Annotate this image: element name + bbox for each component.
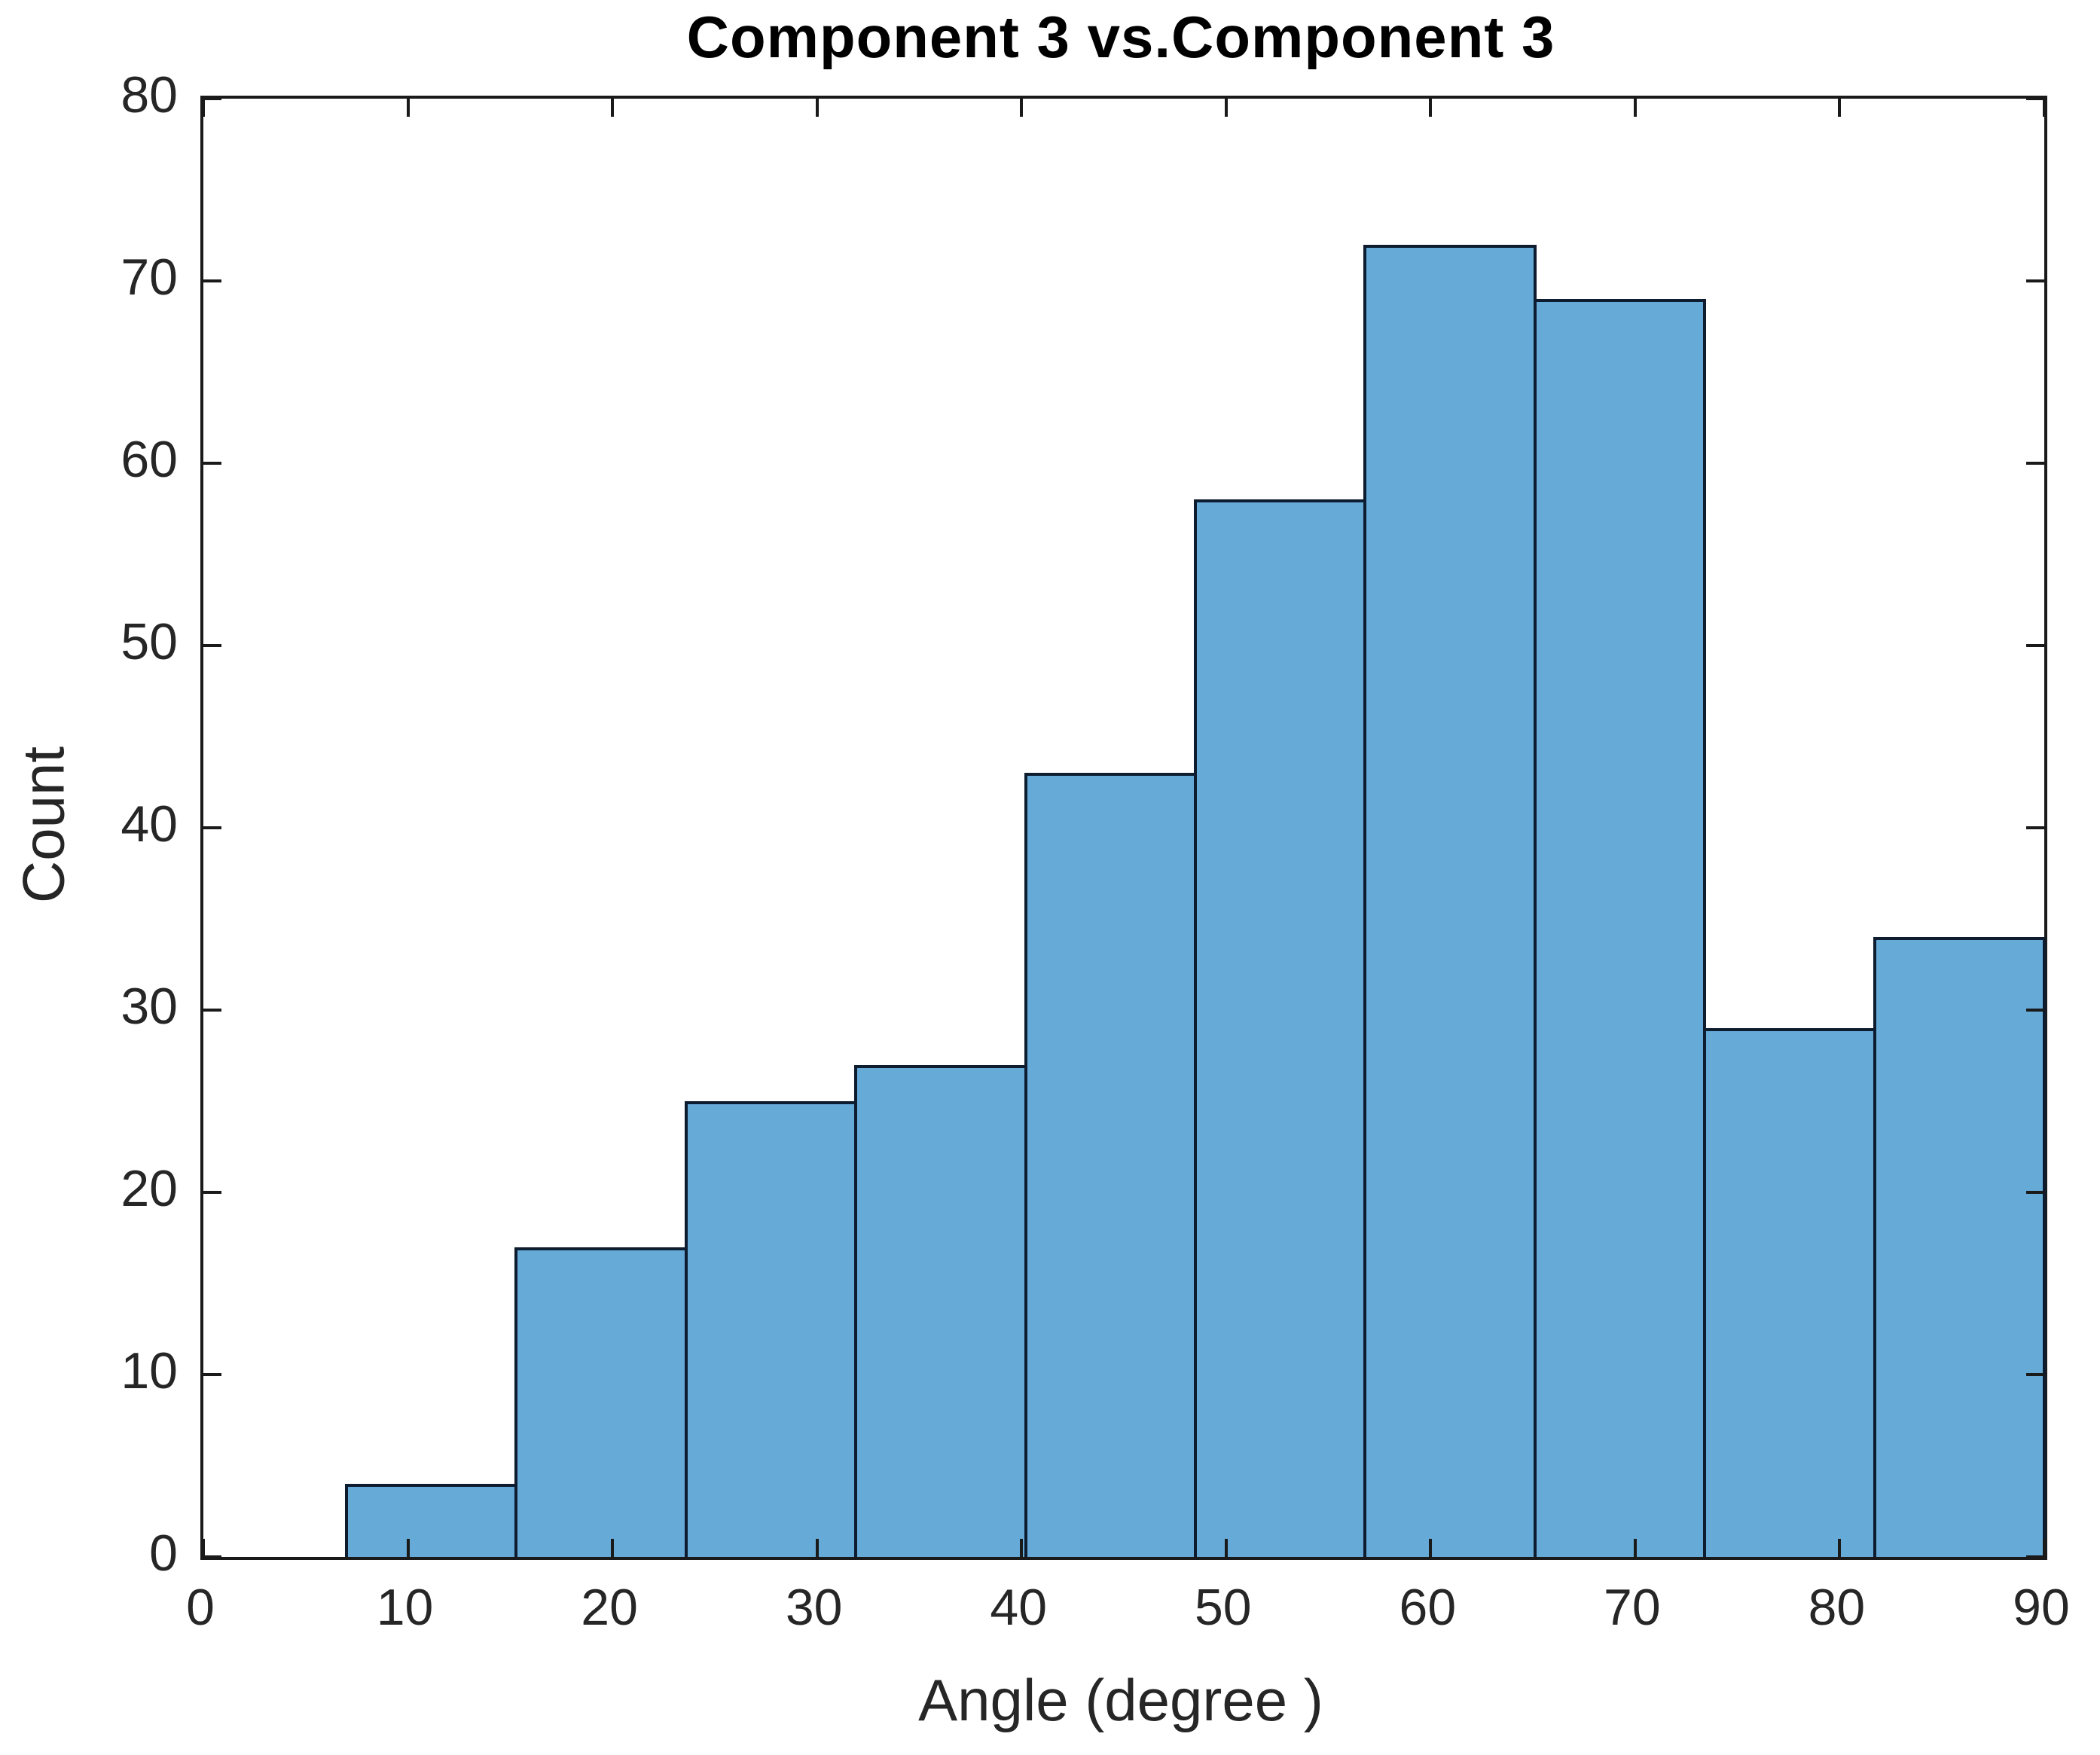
y-tick-label: 50 (121, 613, 178, 670)
x-tick-top (1020, 99, 1024, 117)
histogram-bar (1703, 1028, 1876, 1557)
x-tick-label: 50 (1194, 1579, 1252, 1636)
plot-area (200, 96, 2047, 1560)
histogram-bar (514, 1247, 688, 1557)
x-tick-label: 0 (186, 1579, 215, 1636)
histogram-bar (345, 1484, 518, 1557)
y-tick-label: 60 (121, 431, 178, 488)
x-tick (406, 1539, 410, 1557)
x-tick-top (1838, 99, 1842, 117)
y-tick (203, 1373, 221, 1376)
x-tick-label: 70 (1604, 1579, 1661, 1636)
histogram-bar (854, 1064, 1027, 1557)
chart-title: Component 3 vs.Component 3 (686, 4, 1555, 70)
y-tick (203, 462, 221, 465)
y-tick-right (2026, 462, 2044, 465)
x-tick (2043, 1539, 2046, 1557)
histogram-bar (684, 1101, 858, 1557)
y-tick (203, 97, 221, 100)
x-tick-top (611, 99, 615, 117)
x-tick (815, 1539, 819, 1557)
x-tick (1633, 1539, 1637, 1557)
y-tick-right (2026, 97, 2044, 100)
y-tick-right (2026, 1373, 2044, 1376)
x-tick-top (1429, 99, 1433, 117)
y-tick (203, 1191, 221, 1194)
x-tick (1224, 1539, 1228, 1557)
histogram-bar (1533, 299, 1707, 1557)
y-tick (203, 1555, 221, 1558)
y-tick-right (2026, 1191, 2044, 1194)
y-tick (203, 1009, 221, 1012)
x-tick (202, 1539, 205, 1557)
x-tick (611, 1539, 615, 1557)
y-tick (203, 644, 221, 647)
x-tick-label: 30 (785, 1579, 843, 1636)
histogram-bar (1194, 499, 1367, 1557)
x-tick-label: 80 (1808, 1579, 1866, 1636)
x-tick-label: 20 (581, 1579, 638, 1636)
x-tick-label: 60 (1399, 1579, 1457, 1636)
x-tick-label: 10 (376, 1579, 434, 1636)
y-tick-label: 0 (149, 1525, 178, 1582)
x-tick-top (815, 99, 819, 117)
histogram-bar (1363, 244, 1537, 1557)
histogram-bar (1024, 773, 1198, 1557)
x-tick-top (2043, 99, 2046, 117)
x-tick (1020, 1539, 1024, 1557)
y-tick-right (2026, 826, 2044, 829)
x-tick-top (1633, 99, 1637, 117)
y-tick-right (2026, 644, 2044, 647)
y-tick-right (2026, 1555, 2044, 1558)
x-tick (1838, 1539, 1842, 1557)
y-tick-right (2026, 279, 2044, 282)
x-axis-label: Angle (degree ) (918, 1667, 1323, 1733)
x-tick-top (202, 99, 205, 117)
x-tick-label: 90 (2013, 1579, 2070, 1636)
y-tick (203, 826, 221, 829)
y-tick-label: 30 (121, 978, 178, 1035)
y-tick-label: 10 (121, 1342, 178, 1399)
y-tick-label: 20 (121, 1160, 178, 1217)
y-tick-label: 40 (121, 795, 178, 853)
x-tick (1429, 1539, 1433, 1557)
x-tick-top (406, 99, 410, 117)
y-tick-right (2026, 1009, 2044, 1012)
x-tick-label: 40 (990, 1579, 1048, 1636)
y-tick-label: 80 (121, 66, 178, 124)
y-tick (203, 279, 221, 282)
histogram-bar (1873, 937, 2046, 1557)
y-tick-label: 70 (121, 249, 178, 306)
x-tick-top (1224, 99, 1228, 117)
